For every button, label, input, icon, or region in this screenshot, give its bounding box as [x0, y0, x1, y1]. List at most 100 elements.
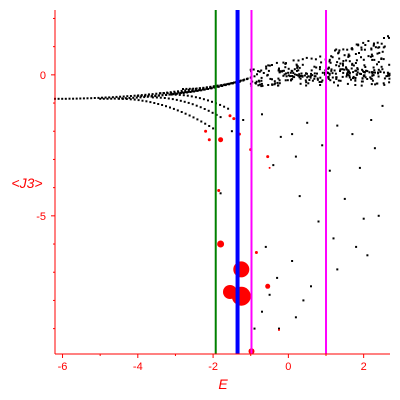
black-point [188, 114, 191, 117]
black-point [377, 75, 380, 78]
black-point [199, 106, 202, 109]
black-point [129, 95, 132, 97]
black-point [194, 96, 197, 99]
black-point [260, 69, 263, 72]
black-point [128, 97, 131, 99]
black-point [186, 91, 189, 94]
black-point [191, 90, 194, 93]
black-point [279, 70, 281, 73]
red-point [278, 329, 280, 331]
black-point [339, 79, 342, 82]
black-point [376, 41, 379, 44]
black-point [380, 65, 383, 68]
black-point [144, 93, 147, 96]
black-point [182, 94, 185, 97]
black-point [219, 116, 222, 119]
black-point [64, 97, 67, 100]
red-point [232, 117, 236, 121]
black-point [282, 69, 285, 72]
black-point [371, 72, 374, 75]
black-point [306, 121, 309, 124]
black-point [260, 76, 263, 79]
black-point [361, 68, 364, 71]
black-point [372, 74, 375, 77]
black-point [182, 88, 184, 90]
black-point [369, 55, 372, 58]
black-point [302, 299, 305, 302]
black-point [211, 100, 213, 103]
black-point [275, 61, 278, 64]
black-point [347, 69, 350, 72]
black-point [276, 81, 279, 84]
black-point [284, 66, 287, 69]
black-point [341, 75, 344, 78]
black-point [210, 87, 212, 90]
black-point [357, 43, 360, 46]
black-point [292, 75, 294, 78]
black-point [309, 76, 312, 79]
black-point [301, 63, 304, 66]
black-point [310, 57, 313, 60]
black-point [188, 87, 191, 90]
black-point [335, 78, 338, 80]
black-point [199, 89, 202, 92]
black-point [346, 72, 349, 75]
black-point [295, 64, 298, 67]
black-point [184, 89, 187, 92]
black-point [343, 54, 346, 57]
black-point [335, 64, 338, 67]
black-point [376, 63, 378, 66]
black-point [307, 82, 310, 85]
red-point [217, 240, 225, 248]
black-point [294, 155, 297, 158]
black-point [143, 94, 146, 97]
black-point [269, 77, 272, 80]
red-point [254, 251, 258, 254]
black-point [104, 96, 107, 99]
black-point [365, 69, 368, 72]
black-point [111, 96, 114, 99]
black-point [110, 97, 113, 100]
black-point [309, 75, 312, 78]
black-point [327, 77, 330, 80]
black-point [377, 71, 379, 74]
black-point [195, 104, 198, 107]
black-point [348, 76, 351, 79]
black-point [366, 254, 369, 257]
black-point [336, 61, 339, 64]
red-point [204, 129, 208, 133]
black-point [316, 77, 319, 80]
black-point [355, 59, 358, 62]
black-point [305, 56, 308, 59]
black-point [383, 71, 385, 74]
black-point [360, 56, 362, 59]
black-point [308, 79, 311, 81]
black-point [165, 93, 167, 96]
black-point [354, 77, 357, 80]
black-point [373, 42, 375, 45]
black-point [383, 77, 386, 80]
black-point [362, 41, 365, 44]
black-point [377, 61, 380, 63]
black-point [165, 105, 167, 108]
black-point [99, 97, 102, 100]
black-point [148, 93, 150, 96]
black-point [333, 69, 336, 72]
black-point [126, 95, 129, 98]
black-point [341, 68, 344, 71]
plot-area [54, 10, 391, 355]
black-point [321, 71, 324, 74]
black-point [355, 245, 358, 248]
black-point [324, 71, 326, 74]
red-point [265, 283, 271, 289]
black-point [203, 108, 206, 110]
black-point [267, 84, 270, 86]
black-point [282, 61, 285, 64]
black-point [320, 61, 323, 64]
black-point [303, 74, 306, 77]
black-point [278, 79, 281, 82]
black-point [354, 62, 357, 64]
black-point [260, 85, 263, 88]
black-point [93, 97, 96, 99]
black-point [180, 89, 183, 92]
